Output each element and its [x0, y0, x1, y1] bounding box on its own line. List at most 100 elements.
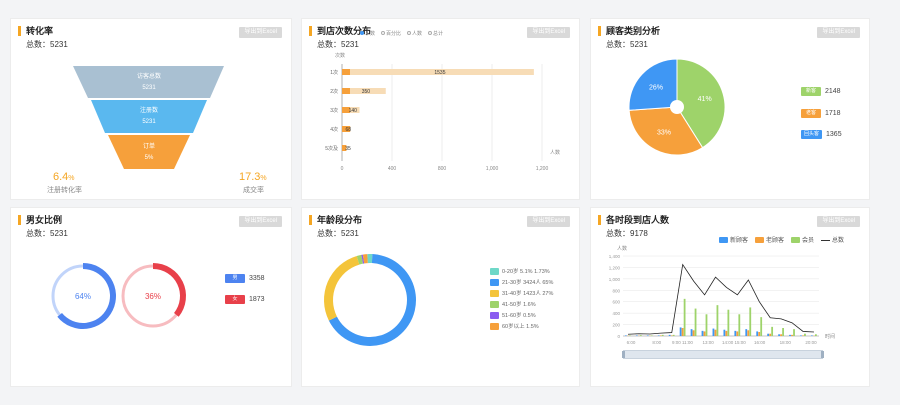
x-tick-label: 9:00 11:00	[672, 340, 693, 345]
x-tick-label: 400	[388, 166, 397, 172]
legend-item[interactable]: 新顾客	[719, 235, 748, 244]
bar	[342, 88, 386, 94]
legend-item[interactable]: 人数	[360, 30, 375, 37]
bar-value-label: 68	[345, 127, 351, 133]
slice-label: 33%	[657, 130, 671, 137]
bar	[727, 309, 730, 336]
bar	[725, 330, 728, 336]
legend-item[interactable]: 会员	[791, 235, 814, 244]
y-tick-label: 1,400	[609, 254, 621, 259]
bar	[681, 328, 684, 336]
bar	[716, 305, 719, 336]
bar-value-label: 35	[345, 146, 351, 152]
legend-label: 31-40岁 1423人 27%	[502, 291, 554, 297]
legend-female: 女 1873	[225, 295, 265, 304]
x-tick-label: 6:00	[627, 340, 636, 345]
donut-slice	[361, 254, 365, 264]
x-tick-label: 18:00	[780, 340, 792, 345]
legend-swatch: 老客	[801, 109, 821, 118]
legend-item[interactable]: 51-60岁 0.5%	[490, 311, 536, 319]
x-axis-unit: 人数	[550, 149, 560, 156]
export-button[interactable]: 导出到Excel	[527, 27, 570, 38]
legend-label: 41-50岁 1.6%	[502, 302, 536, 308]
legend-item[interactable]: 41-50岁 1.6%	[490, 300, 536, 308]
zoom-slider[interactable]	[622, 350, 824, 359]
bar	[767, 333, 770, 336]
y-tick-label: 3次	[330, 107, 338, 114]
legend-label: 老顾客	[766, 238, 785, 244]
bar	[659, 335, 662, 336]
legend-item[interactable]: 31-40岁 1423人 27%	[490, 289, 553, 297]
legend-swatch: 男	[225, 274, 245, 283]
bar	[815, 334, 817, 336]
bar	[758, 332, 761, 336]
bar	[629, 335, 631, 336]
bar	[791, 334, 793, 336]
bar	[736, 331, 739, 336]
ring-label: 36%	[145, 292, 161, 301]
deal-rate: 17.3%	[239, 171, 267, 183]
bar	[760, 317, 763, 336]
bar	[650, 335, 653, 336]
card-title: 各时段到店人数	[598, 215, 669, 225]
card-title: 年龄段分布	[309, 215, 362, 225]
x-tick-label: 1,000	[486, 166, 499, 172]
bar	[778, 334, 780, 336]
bar	[635, 335, 638, 336]
age-card: 年龄段分布 总数：5231 导出到Excel 0-20岁 5.1% 1.73% 2…	[301, 207, 580, 387]
funnel-label-1: 访客总数	[137, 72, 161, 80]
legend-item[interactable]: 0-20岁 5.1% 1.73%	[490, 267, 550, 275]
legend-item[interactable]: 总计	[428, 30, 443, 37]
funnel-chart: 访客总数 5231 注册数 5231 订单 5%	[73, 66, 224, 169]
export-button[interactable]: 导出到Excel	[817, 216, 860, 227]
bar	[712, 328, 715, 336]
funnel-value-1: 5231	[142, 85, 156, 91]
x-tick-label: 800	[438, 166, 447, 172]
legend-return: 回头客 1365	[801, 130, 842, 139]
legend-item[interactable]: 总数	[821, 235, 844, 244]
bar	[769, 333, 772, 336]
bar	[811, 335, 813, 336]
card-title: 顾客类别分析	[598, 26, 660, 36]
x-tick-label: 16:00	[754, 340, 766, 345]
bar	[661, 334, 664, 336]
zoom-handle-right[interactable]	[821, 351, 824, 358]
legend-item[interactable]: 21-30岁 3424人 65%	[490, 278, 553, 286]
export-button[interactable]: 导出到Excel	[239, 216, 282, 227]
x-tick-label: 8:00	[652, 340, 661, 345]
bar	[789, 334, 791, 336]
export-button[interactable]: 导出到Excel	[527, 216, 570, 227]
bar	[802, 335, 804, 336]
bar	[749, 307, 752, 336]
legend-item[interactable]: 人数	[407, 30, 422, 37]
export-button[interactable]: 导出到Excel	[239, 27, 282, 38]
y-tick-label: 5次及	[325, 145, 338, 152]
legend-swatch	[490, 267, 499, 275]
bar-value-label: 1535	[434, 70, 445, 76]
card-title: 转化率	[18, 26, 53, 36]
bar	[703, 331, 706, 336]
legend-item[interactable]: 老顾客	[755, 235, 784, 244]
zoom-handle-left[interactable]	[622, 351, 625, 358]
legend-label: 会员	[802, 238, 815, 244]
bar-head	[342, 126, 350, 132]
legend-swatch: 女	[225, 295, 245, 304]
funnel-stage-1	[73, 66, 224, 98]
bar	[679, 327, 682, 336]
gender-card: 男女比例 总数：5231 导出到Excel 64% 36% 男 3358 女 1873	[10, 207, 292, 387]
legend-new: 新客 2148	[801, 87, 841, 96]
legend-swatch	[755, 237, 765, 244]
donut-slice	[324, 255, 360, 321]
legend-item[interactable]: 60岁以上 1.5%	[490, 322, 539, 330]
export-button[interactable]: 导出到Excel	[817, 27, 860, 38]
legend-swatch	[791, 237, 801, 244]
customer-type-pie: 41% 33% 26%	[628, 58, 726, 156]
y-tick-label: 1次	[330, 69, 338, 76]
total-line	[627, 263, 815, 335]
bar	[804, 333, 806, 336]
legend-item[interactable]: 百分比	[381, 30, 401, 37]
donut-slice	[356, 254, 364, 265]
y-tick-label: 1,200	[609, 265, 621, 270]
slice-label: 41%	[698, 96, 712, 103]
visits-legend: 人数 百分比 人数 总计	[360, 30, 443, 37]
